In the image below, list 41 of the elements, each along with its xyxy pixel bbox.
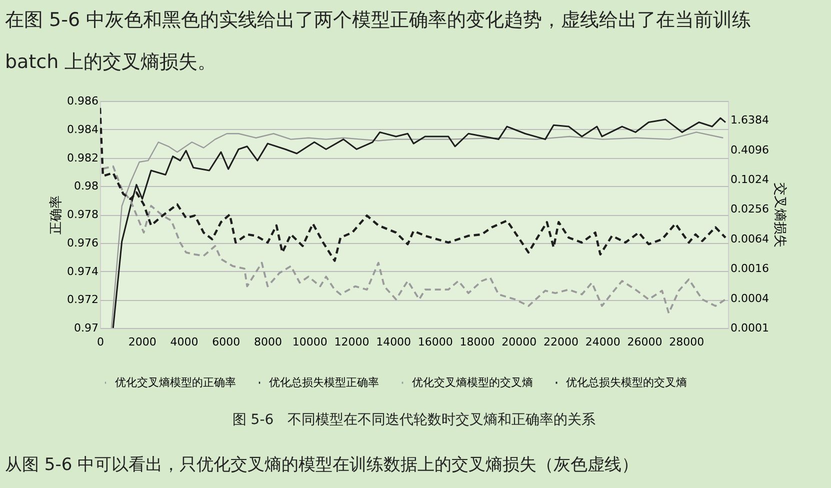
y-tick-label: 0.984 — [67, 122, 98, 136]
y2-tick-label: 0.0256 — [730, 202, 769, 216]
y2-tick-label: 0.0004 — [730, 292, 769, 305]
x-tick-label: 2000 — [128, 336, 156, 348]
x-tick-label: 24000 — [585, 336, 620, 348]
y2-tick-label: 0.0001 — [730, 322, 769, 334]
legend-label: 优化交叉熵模型的正确率 — [115, 376, 236, 389]
y-tick-label: 0.978 — [67, 208, 98, 221]
y-axis-title: 正确率 — [48, 196, 64, 234]
text: 图 5-6 不同模型在不同迭代轮数时交叉熵和正确率的关系 — [232, 412, 596, 428]
text: 从图 5-6 中可以看出，只优化交叉熵的模型在训练数据上的交叉熵损失（灰色虚线） — [5, 455, 639, 475]
y2-axis-title: 交叉熵损失 — [772, 182, 788, 248]
x-tick-label: 26000 — [627, 336, 662, 348]
y2-tick-label: 0.4096 — [730, 143, 769, 156]
y2-tick-label: 1.6384 — [730, 114, 769, 127]
y-tick-label: 0.98 — [74, 180, 98, 193]
y-tick-label: 0.974 — [67, 264, 98, 278]
x-tick-label: 0 — [97, 336, 104, 348]
y-tick-label: 0.976 — [67, 236, 98, 250]
x-tick-label: 12000 — [334, 336, 370, 348]
x-tick-label: 14000 — [376, 336, 412, 348]
x-tick-label: 22000 — [544, 336, 579, 348]
x-tick-label: 6000 — [212, 336, 240, 348]
y2-tick-label: 0.0064 — [730, 232, 769, 246]
legend-label: 优化交叉熵模型的交叉熵 — [412, 376, 533, 389]
x-tick-label: 28000 — [669, 336, 704, 348]
x-tick-label: 18000 — [460, 336, 495, 348]
y-tick-label: 0.982 — [67, 151, 98, 164]
y2-tick-label: 0.0016 — [730, 262, 769, 276]
text: 在图 5-6 中灰色和黑色的实线给出了两个模型正确率的变化趋势，虚线给出了在当前训练 batch 上的交叉熵损失。 — [5, 9, 752, 73]
y-tick-label: 0.972 — [67, 293, 98, 306]
y2-tick-label: 0.1024 — [730, 173, 769, 186]
x-tick-label: 10000 — [292, 336, 328, 348]
y-tick-label: 0.97 — [74, 322, 98, 334]
x-tick-label: 8000 — [254, 336, 282, 348]
x-tick-label: 20000 — [502, 336, 537, 348]
legend-label: 优化总损失模型正确率 — [269, 376, 379, 389]
x-tick-label: 4000 — [170, 336, 198, 348]
x-tick-label: 16000 — [418, 336, 453, 348]
legend-label: 优化总损失模型的交叉熵 — [566, 376, 687, 389]
y-tick-label: 0.986 — [67, 94, 98, 108]
